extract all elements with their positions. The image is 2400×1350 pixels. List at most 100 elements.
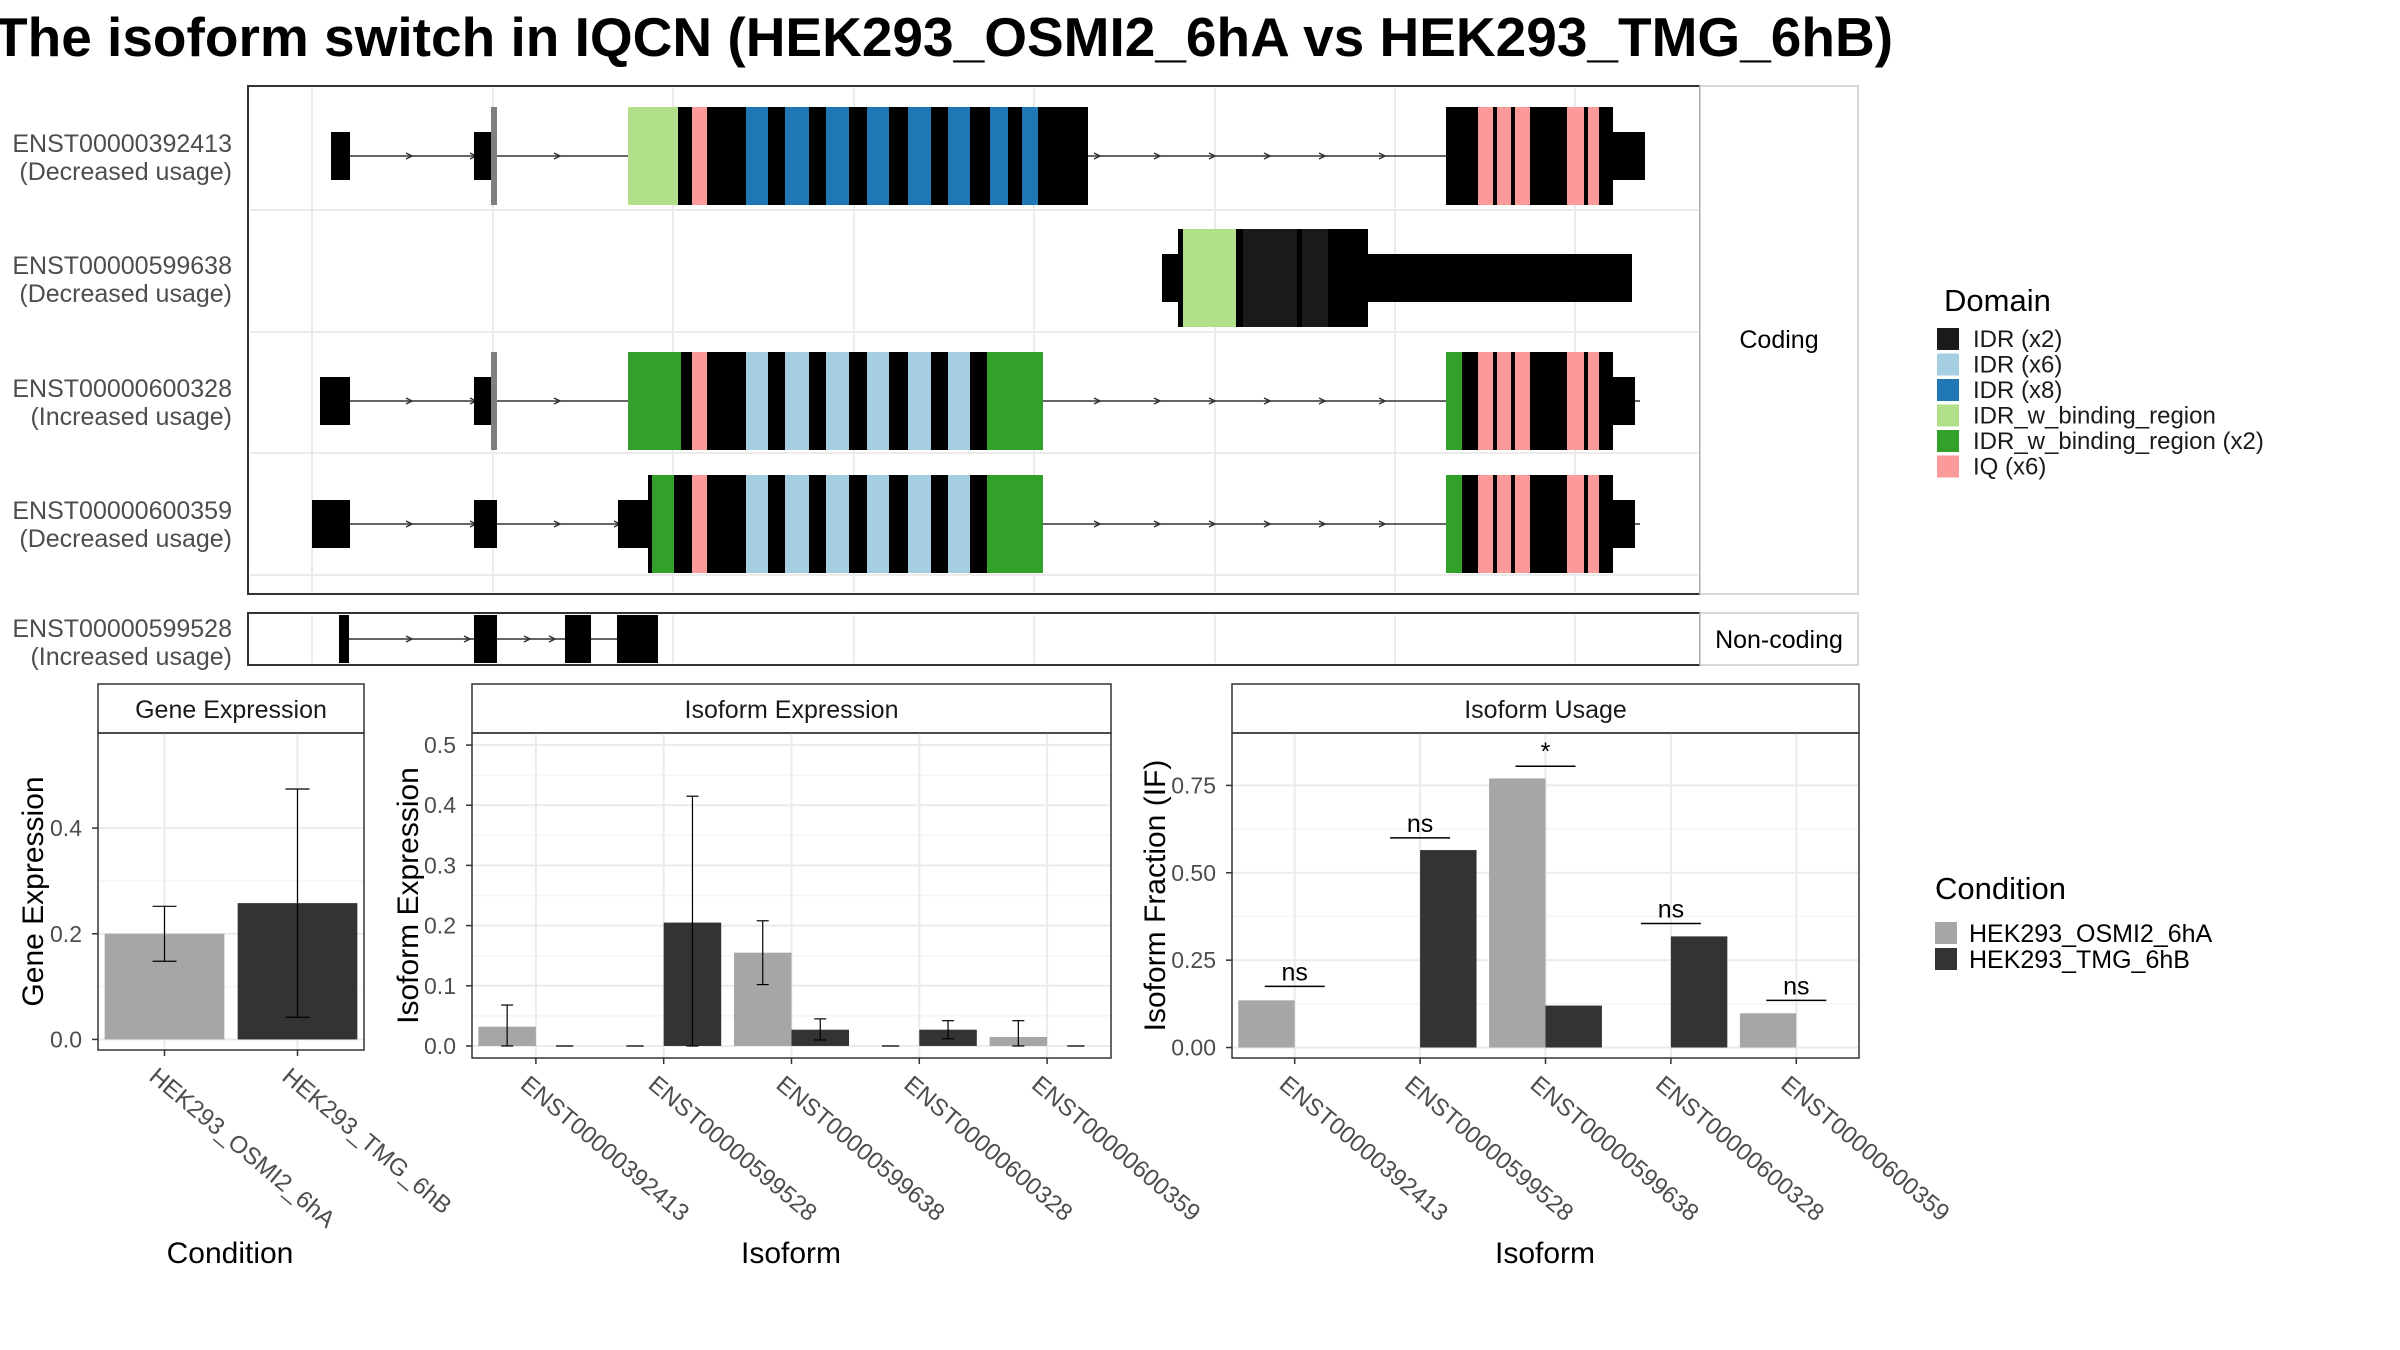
facet-strip-coding: [1699, 85, 1859, 595]
transcript-id-label: ENST00000392413: [12, 130, 232, 158]
domain-legend: Domain IDR (x2)IDR (x6)IDR (x8)IDR_w_bin…: [1937, 283, 2264, 481]
domain-iq: [692, 352, 707, 450]
intron-arrow: [1318, 397, 1327, 405]
y-tick-label: 0.5: [424, 732, 456, 758]
y-tick-label: 0.0: [424, 1033, 456, 1059]
domain-idr-binding: [628, 107, 678, 205]
y-tick-label: 0.4: [424, 792, 456, 818]
domain-idr-x8: [908, 107, 931, 205]
y-axis-title: Isoform Expression: [392, 767, 425, 1024]
intron-arrow: [1093, 152, 1102, 160]
x-axis-title: Condition: [167, 1237, 294, 1270]
domain-idr-x6: [908, 475, 931, 573]
transcript-usage-label: (Increased usage): [30, 643, 232, 671]
bar: [1545, 1005, 1602, 1048]
intron-arrow: [1208, 152, 1217, 160]
legend-key-domain: [1937, 455, 1959, 478]
bar-charts: Gene Expression0.00.20.4HEK293_OSMI2_6hA…: [17, 683, 1955, 1270]
exon: [312, 500, 350, 548]
intron-arrow: [1263, 520, 1272, 528]
domain-idr-binding-x2: [987, 352, 1043, 450]
domain-idr-x8: [785, 107, 809, 205]
transcript-id-label: ENST00000599638: [12, 252, 232, 280]
domain-idr-x8: [1022, 107, 1038, 205]
intron-arrow: [405, 520, 414, 528]
domain-iq: [1497, 475, 1511, 573]
domain-iq: [1515, 107, 1530, 205]
domain-idr-binding: [1183, 229, 1236, 327]
bar: [1238, 1000, 1295, 1048]
domain-iq: [1497, 352, 1511, 450]
legend-label-domain: IQ (x6): [1973, 454, 2046, 481]
exon: [617, 615, 658, 663]
exon: [474, 377, 494, 425]
exon: [474, 615, 497, 663]
panel-title: Gene Expression: [135, 696, 327, 724]
y-tick-label: 0.3: [424, 852, 456, 878]
domain-idr-binding-x2: [987, 475, 1043, 573]
intron-arrow: [1263, 152, 1272, 160]
panel-strip: [471, 683, 1112, 734]
condition-legend-title: Condition: [1935, 871, 2066, 906]
domain-idr-binding-x2: [628, 352, 681, 450]
domain-idr-x6: [746, 352, 768, 450]
intron-arrow: [1318, 520, 1327, 528]
domain-idr-x6: [867, 352, 889, 450]
legend-key-domain: [1937, 404, 1959, 427]
intron-arrow: [523, 635, 532, 643]
intron-arrow: [553, 520, 562, 528]
domain-idr-x6: [948, 352, 970, 450]
intron-arrow: [405, 635, 414, 643]
panel-title: Isoform Usage: [1464, 696, 1627, 724]
significance-label: *: [1541, 738, 1551, 766]
legend-key-domain: [1937, 430, 1959, 452]
transcript-structure-panel: Coding Non-coding ENST00000392413 (Decre…: [12, 85, 1859, 671]
exon: [618, 500, 648, 548]
bar: [1739, 1013, 1797, 1048]
facet-label-noncoding: Non-coding: [1715, 626, 1843, 654]
legend-label-domain: IDR_w_binding_region (x2): [1973, 428, 2264, 455]
intron-arrow: [553, 152, 562, 160]
domain-iq: [692, 107, 707, 205]
x-axis-title: Isoform: [741, 1237, 841, 1270]
domain-idr-x2: [1243, 229, 1297, 327]
domain-idr-x6: [746, 475, 768, 573]
domain-iq: [1515, 352, 1530, 450]
domain-iq: [1567, 352, 1584, 450]
intron-arrow: [1153, 520, 1162, 528]
domain-idr-x8: [746, 107, 768, 205]
intron-arrow: [1208, 520, 1217, 528]
exon: [1613, 500, 1635, 548]
transcript-usage-label: (Increased usage): [30, 403, 232, 431]
intron-arrow: [1153, 152, 1162, 160]
intron-arrow: [1378, 397, 1387, 405]
domain-idr-binding-x2: [1446, 475, 1462, 573]
significance-label: ns: [1658, 895, 1684, 923]
exon-edge: [491, 352, 497, 450]
exon: [565, 615, 591, 663]
legend-key-domain: [1937, 328, 1959, 350]
domain-iq: [1567, 475, 1584, 573]
domain-idr-x8: [867, 107, 889, 205]
domain-idr-x8: [948, 107, 970, 205]
domain-iq: [1515, 475, 1530, 573]
exon: [1613, 377, 1635, 425]
transcript-usage-label: (Decreased usage): [19, 525, 232, 553]
domain-iq: [1478, 475, 1493, 573]
significance-label: ns: [1407, 810, 1433, 838]
condition-legend: Condition HEK293_OSMI2_6hA HEK293_TMG_6h…: [1935, 871, 2213, 974]
y-tick-label: 0.75: [1171, 772, 1216, 798]
panel-strip: [97, 683, 365, 734]
legend-label-domain: IDR (x6): [1973, 352, 2062, 379]
x-axis-title: Isoform: [1495, 1237, 1595, 1270]
legend-key-domain: [1937, 379, 1959, 401]
y-tick-label: 0.2: [424, 913, 456, 939]
intron-arrow: [1093, 397, 1102, 405]
y-tick-label: 0.2: [50, 921, 82, 947]
intron-arrow: [548, 635, 557, 643]
domain-iq: [1588, 107, 1599, 205]
bar: [1489, 778, 1546, 1048]
y-tick-label: 0.4: [50, 815, 82, 841]
legend-key-osmi: [1935, 922, 1957, 944]
